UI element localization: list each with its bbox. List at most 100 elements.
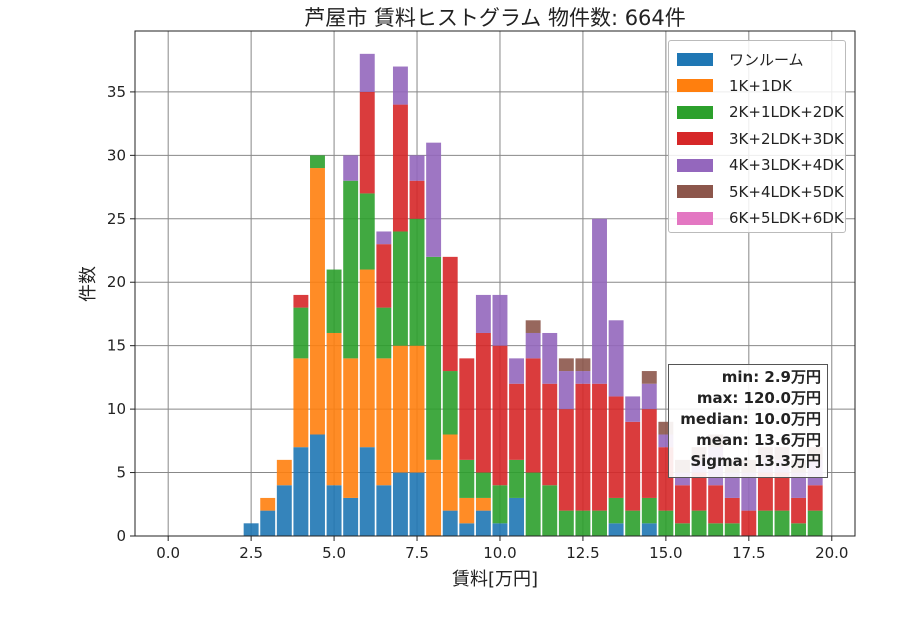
plot-frame bbox=[134, 30, 856, 537]
bar-segment-5 bbox=[343, 155, 359, 181]
y-tick-label: 25 bbox=[107, 210, 126, 228]
legend-item-6: 5K+4LDK+5DK bbox=[677, 179, 844, 206]
bar-segment-4 bbox=[791, 497, 807, 524]
bar-segment-1 bbox=[343, 497, 359, 536]
bar-segment-4 bbox=[592, 383, 607, 511]
bar-segment-1 bbox=[641, 523, 657, 536]
y-tick-label: 10 bbox=[107, 400, 126, 418]
bar-segment-1 bbox=[326, 485, 342, 536]
bar-segment-5 bbox=[641, 383, 657, 410]
bar-segment-4 bbox=[376, 244, 392, 308]
x-tick-label: 10.0 bbox=[483, 544, 516, 562]
x-axis-label: 賃料[万円] bbox=[452, 569, 538, 590]
bar-segment-3 bbox=[658, 510, 674, 536]
bar-segment-2 bbox=[260, 497, 276, 511]
bar-segment-1 bbox=[459, 523, 475, 536]
bar-segment-3 bbox=[708, 523, 724, 536]
bar-segment-5 bbox=[542, 332, 558, 384]
bar-segment-2 bbox=[310, 168, 325, 435]
bar-segment-3 bbox=[442, 371, 458, 435]
bar-segment-5 bbox=[791, 472, 807, 498]
legend-item-5: 4K+3LDK+4DK bbox=[677, 152, 844, 179]
bar-segment-3 bbox=[509, 459, 525, 498]
bar-segment-4 bbox=[575, 383, 591, 511]
bar-segment-5 bbox=[509, 358, 525, 384]
x-tick-label: 0.0 bbox=[156, 544, 180, 562]
y-tick-label: 5 bbox=[116, 464, 126, 482]
bar-segment-5 bbox=[475, 294, 491, 333]
bar-segment-1 bbox=[260, 510, 276, 536]
bar-segment-3 bbox=[724, 523, 740, 536]
bar-segment-2 bbox=[409, 345, 425, 473]
bar-segment-4 bbox=[542, 383, 558, 486]
bar-segment-3 bbox=[608, 497, 624, 524]
bar-segment-5 bbox=[724, 472, 740, 498]
bar-segment-4 bbox=[641, 409, 657, 498]
bar-segment-3 bbox=[376, 307, 392, 359]
bar-segment-4 bbox=[608, 396, 624, 498]
bar-segment-2 bbox=[359, 269, 375, 448]
bar-segment-4 bbox=[392, 104, 408, 232]
bar-segment-1 bbox=[310, 434, 325, 536]
legend-swatch bbox=[677, 158, 713, 172]
bar-segment-3 bbox=[392, 231, 408, 346]
legend-label: ワンルーム bbox=[729, 50, 804, 69]
bar-segment-3 bbox=[459, 459, 475, 498]
bar-segment-3 bbox=[409, 218, 425, 346]
y-tick-label: 30 bbox=[107, 146, 126, 164]
bar-segment-5 bbox=[426, 142, 442, 257]
y-axis-label: 件数 bbox=[78, 266, 99, 302]
legend-item-7: 6K+5LDK+6DK bbox=[677, 205, 844, 232]
legend-item-3: 2K+1LDK+2DK bbox=[677, 99, 844, 126]
bar-segment-4 bbox=[475, 332, 491, 473]
stats-line: mean: 13.6万円 bbox=[696, 431, 821, 449]
x-tick-label: 20.0 bbox=[815, 544, 848, 562]
bar-segment-5 bbox=[592, 218, 607, 384]
bar-segment-1 bbox=[442, 510, 458, 536]
x-tick-label: 15.0 bbox=[649, 544, 682, 562]
bar-segment-3 bbox=[310, 155, 325, 169]
bar-segment-3 bbox=[492, 485, 508, 524]
bar-segment-3 bbox=[592, 510, 607, 536]
bar-segment-3 bbox=[575, 510, 591, 536]
bar-segment-6 bbox=[558, 358, 574, 372]
bar-segment-6 bbox=[641, 371, 657, 384]
bar-segment-4 bbox=[724, 497, 740, 524]
bar-segment-5 bbox=[409, 155, 425, 181]
bar-segment-2 bbox=[392, 345, 408, 473]
bar-segment-1 bbox=[293, 447, 309, 536]
bar-segment-1 bbox=[492, 523, 508, 536]
bar-segment-5 bbox=[575, 371, 591, 384]
bar-segment-2 bbox=[276, 459, 292, 486]
bar-segment-3 bbox=[343, 180, 359, 359]
x-tick-label: 2.5 bbox=[239, 544, 263, 562]
bar-segment-3 bbox=[807, 510, 823, 536]
bar-segment-1 bbox=[276, 485, 292, 536]
bar-segment-4 bbox=[741, 510, 757, 536]
bar-segment-2 bbox=[293, 358, 309, 448]
bar-segment-3 bbox=[542, 485, 558, 536]
bar-segment-4 bbox=[409, 180, 425, 219]
axis-ticks: 0.0 2.5 5.0 7.5 10.0 12.5 15.0 17.5 20.0 0 5 10 15 20… bbox=[107, 83, 849, 562]
bar-segment-1 bbox=[376, 485, 392, 536]
bar-segment-5 bbox=[625, 396, 641, 422]
bar-segment-1 bbox=[608, 523, 624, 536]
bar-segment-2 bbox=[459, 497, 475, 524]
bar-segment-4 bbox=[757, 472, 773, 511]
bar-segment-3 bbox=[426, 256, 442, 460]
legend-label: 2K+1LDK+2DK bbox=[729, 103, 844, 122]
bar-segment-4 bbox=[293, 294, 309, 308]
legend-swatch bbox=[677, 185, 713, 199]
bar-segment-1 bbox=[392, 472, 408, 536]
bar-segment-3 bbox=[475, 472, 491, 498]
bar-segment-5 bbox=[359, 53, 375, 92]
bar-segment-2 bbox=[426, 459, 442, 536]
legend-swatch bbox=[677, 105, 713, 119]
bar-segment-2 bbox=[475, 497, 491, 511]
bar-segment-4 bbox=[691, 472, 707, 511]
bar-segment-2 bbox=[326, 332, 342, 486]
bar-segment-4 bbox=[525, 358, 541, 473]
bar-segment-3 bbox=[525, 472, 541, 536]
x-tick-label: 5.0 bbox=[322, 544, 346, 562]
bar-segment-5 bbox=[741, 472, 757, 511]
